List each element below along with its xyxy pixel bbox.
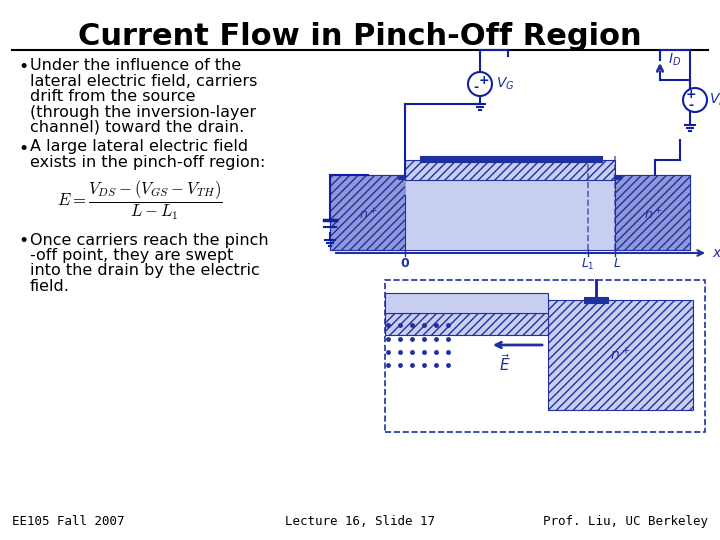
Bar <box>398 175 406 180</box>
Bar <box>615 175 690 250</box>
Text: field.: field. <box>30 279 70 294</box>
Bar <box>330 175 405 250</box>
Bar <box>385 313 548 335</box>
Text: $n^+$: $n^+$ <box>644 207 662 222</box>
Text: $n^+$: $n^+$ <box>359 207 377 222</box>
Text: -: - <box>474 82 479 94</box>
Text: •: • <box>18 139 28 158</box>
Text: Prof. Liu, UC Berkeley: Prof. Liu, UC Berkeley <box>543 515 708 528</box>
Text: Once carriers reach the pinch: Once carriers reach the pinch <box>30 233 269 247</box>
Text: 0: 0 <box>400 257 410 270</box>
Text: drift from the source: drift from the source <box>30 89 196 104</box>
Bar <box>614 175 622 180</box>
Text: (through the inversion-layer: (through the inversion-layer <box>30 105 256 119</box>
Bar <box>405 175 615 180</box>
Text: $\vec{E}$: $\vec{E}$ <box>499 353 510 374</box>
Text: $L_1$: $L_1$ <box>581 257 595 272</box>
Bar <box>548 300 693 410</box>
Bar <box>330 175 690 250</box>
Text: Current Flow in Pinch-Off Region: Current Flow in Pinch-Off Region <box>78 22 642 51</box>
Bar <box>385 293 548 313</box>
Text: $L$: $L$ <box>613 257 621 270</box>
Bar <box>548 300 693 410</box>
Text: +: + <box>479 73 490 86</box>
Bar <box>405 160 615 180</box>
Text: Under the influence of the: Under the influence of the <box>30 58 241 73</box>
Text: -off point, they are swept: -off point, they are swept <box>30 248 233 263</box>
Text: $x$: $x$ <box>712 246 720 260</box>
Bar <box>584 297 608 303</box>
Text: A large lateral electric field: A large lateral electric field <box>30 139 248 154</box>
Text: into the drain by the electric: into the drain by the electric <box>30 264 260 279</box>
Text: $n^+$: $n^+$ <box>610 346 630 363</box>
Text: $V_D$: $V_D$ <box>709 92 720 108</box>
Text: •: • <box>18 58 28 76</box>
Bar <box>330 175 405 250</box>
Text: Lecture 16, Slide 17: Lecture 16, Slide 17 <box>285 515 435 528</box>
Bar <box>420 156 602 162</box>
Text: •: • <box>18 233 28 251</box>
Bar <box>385 313 548 335</box>
Text: -: - <box>688 98 693 111</box>
Text: lateral electric field, carriers: lateral electric field, carriers <box>30 73 257 89</box>
Bar <box>405 160 615 180</box>
Polygon shape <box>405 180 615 195</box>
Text: $I_D$: $I_D$ <box>668 52 681 68</box>
Text: exists in the pinch-off region:: exists in the pinch-off region: <box>30 155 266 170</box>
Text: EE105 Fall 2007: EE105 Fall 2007 <box>12 515 125 528</box>
Text: +: + <box>685 89 696 102</box>
Text: $E = \dfrac{V_{DS}-(V_{GS}-V_{TH})}{L-L_1}$: $E = \dfrac{V_{DS}-(V_{GS}-V_{TH})}{L-L_… <box>57 179 222 221</box>
Text: $V_G$: $V_G$ <box>496 76 515 92</box>
Text: channel) toward the drain.: channel) toward the drain. <box>30 120 244 135</box>
Bar <box>615 175 690 250</box>
